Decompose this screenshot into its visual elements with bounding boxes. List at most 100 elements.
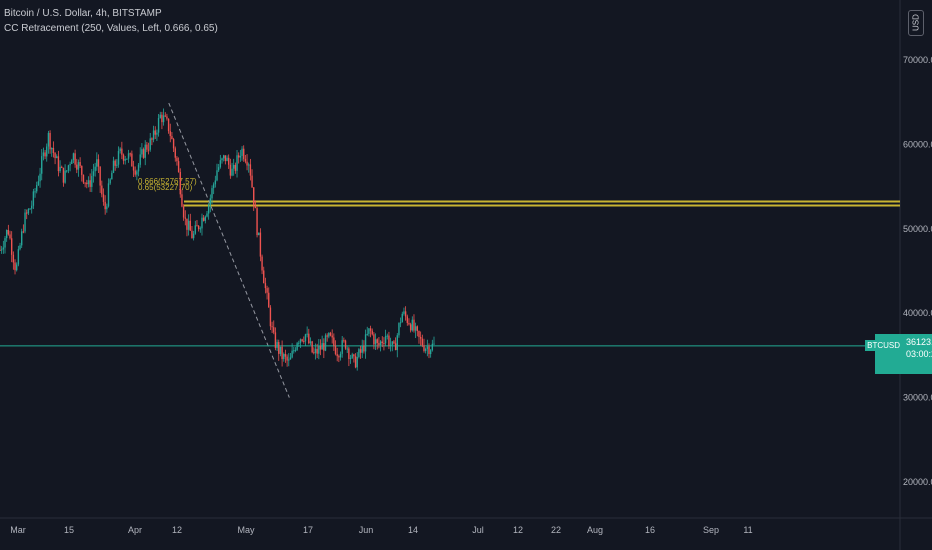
candle-body [424, 348, 427, 351]
candle-body [7, 229, 10, 235]
candle-body [57, 156, 60, 172]
candle-body [398, 323, 400, 336]
candle-body [144, 144, 146, 158]
candle-body [291, 350, 293, 358]
candle-body [354, 356, 357, 368]
fib-level-label: 0.666(52767.57) [138, 177, 197, 186]
candle-body [37, 181, 40, 186]
currency-button[interactable]: USD [908, 10, 924, 36]
candle-body [91, 175, 93, 187]
candle-body [34, 191, 36, 193]
candle-body [159, 114, 161, 118]
candle-body [269, 307, 272, 327]
candle-body [279, 346, 282, 354]
candle-body [192, 233, 195, 239]
candle-body [67, 165, 70, 171]
candle-body [274, 332, 277, 348]
candle-body [2, 247, 5, 250]
candle-body [353, 354, 355, 357]
candle-body [107, 183, 110, 207]
x-tick-label: Mar [10, 525, 26, 535]
candle-body [167, 118, 170, 132]
candle-body [222, 155, 225, 159]
candle-body [101, 185, 103, 195]
last-price-value: 36123.58 [906, 337, 932, 347]
candle-body [394, 343, 397, 351]
candle-body [94, 166, 96, 172]
candle-body [0, 249, 3, 251]
candle-body [42, 152, 45, 157]
candle-body [314, 348, 317, 353]
candle-body [298, 342, 300, 344]
candle-body [229, 164, 232, 176]
x-tick-label: Aug [587, 525, 603, 535]
candle-body [336, 354, 338, 357]
candle-body [187, 220, 190, 230]
candle-body [381, 341, 383, 344]
candle-body [348, 348, 350, 359]
candle-body [214, 180, 217, 185]
candle-body [77, 162, 80, 170]
candle-body [197, 225, 200, 230]
candle-body [139, 154, 141, 165]
candle-body [284, 354, 287, 357]
candle-body [186, 218, 188, 230]
candle-body [231, 168, 233, 176]
candle-body [409, 324, 412, 331]
candle-body [261, 256, 263, 271]
candle-body [426, 346, 429, 349]
candle-body [253, 187, 255, 206]
candle-body [346, 348, 348, 350]
candle-body [418, 330, 420, 337]
candle-body [76, 164, 78, 170]
candle-body [196, 225, 198, 227]
candle-body [207, 205, 210, 214]
candle-body [366, 333, 368, 335]
candle-body [331, 335, 333, 338]
symbol-title[interactable]: Bitcoin / U.S. Dollar, 4h, BITSTAMP [4, 8, 162, 19]
candle-body [371, 330, 373, 335]
candle-body [413, 319, 415, 331]
candle-body [117, 150, 120, 165]
candle-body [114, 160, 116, 166]
candle-body [234, 164, 237, 171]
candle-body [313, 352, 315, 354]
candle-body [131, 153, 133, 167]
candle-body [179, 172, 181, 195]
candle-body [323, 343, 325, 351]
candle-body [318, 345, 320, 354]
candle-body [276, 342, 278, 348]
candle-body [87, 180, 90, 185]
candle-body [431, 343, 434, 351]
x-tick-label: Apr [128, 525, 142, 535]
candle-body [9, 234, 11, 239]
candle-body [209, 198, 212, 206]
candle-body [24, 212, 26, 232]
y-tick-label: 70000.00 [903, 55, 932, 65]
candle-body [376, 339, 378, 344]
candle-body [268, 292, 270, 308]
candle-body [79, 162, 81, 166]
candle-body [92, 171, 95, 176]
candle-body [201, 217, 203, 229]
candle-body [393, 341, 395, 344]
x-tick-label: 16 [645, 525, 655, 535]
candle-body [141, 149, 143, 155]
candle-body [309, 341, 312, 344]
candle-body [164, 115, 166, 117]
x-tick-label: 12 [513, 525, 523, 535]
candle-body [344, 340, 347, 349]
candle-body [97, 159, 100, 167]
candle-body [254, 205, 257, 209]
candle-body [106, 206, 108, 210]
candle-body [408, 322, 410, 325]
candle-body [17, 249, 20, 265]
indicator-title[interactable]: CC Retracement (250, Values, Left, 0.666… [4, 23, 218, 34]
candle-body [152, 130, 155, 140]
candle-body [119, 148, 121, 151]
candle-body [288, 359, 290, 361]
candle-body [369, 328, 372, 331]
candle-body [283, 354, 285, 360]
